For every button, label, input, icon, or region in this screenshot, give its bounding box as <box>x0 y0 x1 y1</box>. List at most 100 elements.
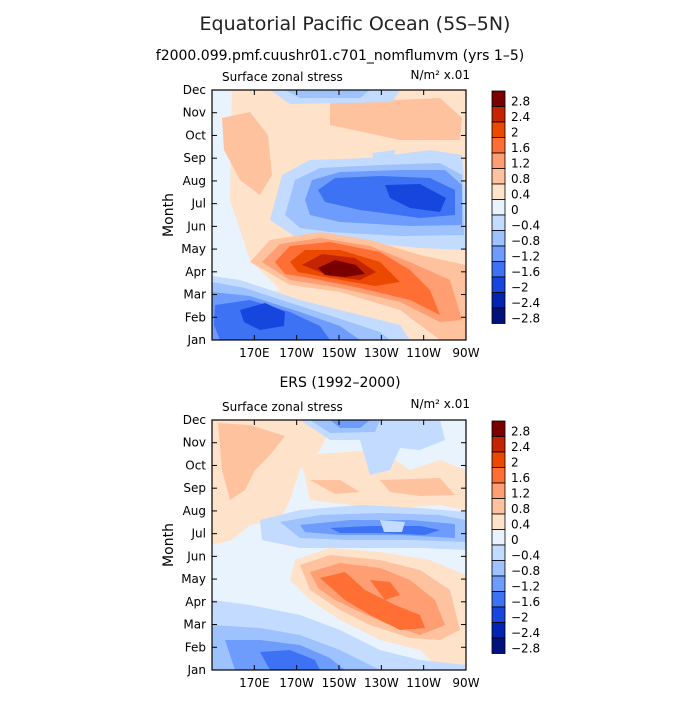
bottom-y-tick-label: Jun <box>186 549 206 563</box>
top-x-tick-label: 150W <box>322 346 357 360</box>
top-y-tick-label: May <box>181 242 206 256</box>
top-x-tick-label: 170W <box>279 346 314 360</box>
bottom-colorbar-label: 1.2 <box>511 487 530 501</box>
top-subtitle: f2000.099.pmf.cuushr01.c701_nomflumvm (y… <box>156 48 524 64</box>
top-colorbar-label: −2.8 <box>511 312 540 326</box>
bottom-colorbar-swatch <box>492 421 505 437</box>
bottom-y-tick-label: Oct <box>185 458 206 472</box>
top-colorbar-swatch <box>492 107 505 123</box>
top-contour-field <box>212 90 466 340</box>
top-colorbar-swatch <box>492 200 505 216</box>
top-y-tick-label: Apr <box>185 265 206 279</box>
top-y-tick-label: Feb <box>185 310 206 324</box>
top-x-tick-label: 170E <box>239 346 270 360</box>
top-colorbar-label: −0.4 <box>511 219 540 233</box>
top-units-label: N/m² x.01 <box>410 68 470 82</box>
top-colorbar-label: −1.2 <box>511 250 540 264</box>
bottom-colorbar: 2.82.421.61.20.80.40−0.4−0.8−1.2−1.6−2−2… <box>492 421 540 656</box>
top-colorbar-label: 2 <box>511 126 519 140</box>
top-colorbar-label: 1.6 <box>511 141 530 155</box>
bottom-colorbar-swatch <box>492 514 505 530</box>
bottom-colorbar-label: 1.6 <box>511 471 530 485</box>
top-variable-label: Surface zonal stress <box>222 70 343 84</box>
bottom-x-tick-label: 150W <box>322 676 357 690</box>
bottom-colorbar-label: −2.4 <box>511 626 540 640</box>
top-colorbar-swatch <box>492 138 505 154</box>
bottom-y-tick-label: Jul <box>191 527 206 541</box>
top-y-tick-label: Dec <box>183 83 206 97</box>
top-y-tick-label: Jul <box>191 197 206 211</box>
top-x-tick-label: 130W <box>364 346 399 360</box>
bottom-colorbar-label: −0.4 <box>511 549 540 563</box>
top-colorbar-label: 0.8 <box>511 172 530 186</box>
bottom-colorbar-label: 2.8 <box>511 425 530 439</box>
top-colorbar-swatch <box>492 153 505 169</box>
bottom-colorbar-label: 2.4 <box>511 440 530 454</box>
bottom-colorbar-swatch <box>492 452 505 468</box>
top-colorbar-label: −2.4 <box>511 296 540 310</box>
bottom-y-axis-label: Month <box>161 523 177 567</box>
top-colorbar-label: 0.4 <box>511 188 530 202</box>
top-colorbar: 2.82.421.61.20.80.40−0.4−0.8−1.2−1.6−2−2… <box>492 91 540 326</box>
bottom-colorbar-swatch <box>492 592 505 608</box>
bottom-colorbar-label: −2 <box>511 611 529 625</box>
bottom-colorbar-label: 0.4 <box>511 518 530 532</box>
bottom-x-tick-label: 170W <box>279 676 314 690</box>
top-y-tick-label: Nov <box>183 106 206 120</box>
bottom-y-tick-label: Apr <box>185 595 206 609</box>
bottom-y-tick-label: Nov <box>183 436 206 450</box>
bottom-y-tick-label: Jan <box>187 663 207 677</box>
top-colorbar-swatch <box>492 122 505 138</box>
bottom-colorbar-swatch <box>492 576 505 592</box>
bottom-y-tick-label: Dec <box>183 413 206 427</box>
bottom-colorbar-swatch <box>492 468 505 484</box>
top-colorbar-swatch <box>492 184 505 200</box>
figure-title: Equatorial Pacific Ocean (5S–5N) <box>200 13 511 35</box>
top-colorbar-swatch <box>492 231 505 247</box>
top-y-tick-label: Jan <box>187 333 207 347</box>
top-panel: f2000.099.pmf.cuushr01.c701_nomflumvm (y… <box>156 48 540 360</box>
top-y-tick-label: Sep <box>183 151 206 165</box>
bottom-contour-field <box>212 420 466 670</box>
bottom-y-tick-label: May <box>181 572 206 586</box>
bottom-x-tick-label: 170E <box>239 676 270 690</box>
bottom-y-tick-label: Aug <box>183 504 206 518</box>
bottom-y-tick-label: Sep <box>183 481 206 495</box>
top-colorbar-swatch <box>492 215 505 231</box>
bottom-panel: ERS (1992–2000) Surface zonal stress N/m… <box>161 375 540 690</box>
bottom-colorbar-label: −2.8 <box>511 642 540 656</box>
bottom-x-tick-label: 90W <box>452 676 479 690</box>
bottom-colorbar-swatch <box>492 499 505 515</box>
bottom-colorbar-label: −0.8 <box>511 564 540 578</box>
top-colorbar-label: −1.6 <box>511 265 540 279</box>
top-colorbar-label: −0.8 <box>511 234 540 248</box>
bottom-colorbar-swatch <box>492 623 505 639</box>
bottom-subtitle: ERS (1992–2000) <box>279 375 400 391</box>
top-y-tick-label: Mar <box>183 288 206 302</box>
top-colorbar-swatch <box>492 308 505 324</box>
top-colorbar-swatch <box>492 169 505 185</box>
bottom-x-tick-label: 110W <box>406 676 441 690</box>
top-y-tick-label: Jun <box>186 219 206 233</box>
bottom-region-neg-jul-east <box>380 520 405 532</box>
bottom-x-tick-label: 130W <box>364 676 399 690</box>
bottom-colorbar-swatch <box>492 437 505 453</box>
bottom-variable-label: Surface zonal stress <box>222 400 343 414</box>
bottom-y-tick-label: Mar <box>183 618 206 632</box>
top-y-axis-label: Month <box>161 193 177 237</box>
top-colorbar-swatch <box>492 262 505 278</box>
bottom-colorbar-swatch <box>492 638 505 654</box>
bottom-colorbar-label: 0.8 <box>511 502 530 516</box>
top-colorbar-label: −2 <box>511 281 529 295</box>
figure: Equatorial Pacific Ocean (5S–5N) f2000.0… <box>0 0 700 700</box>
bottom-colorbar-label: 0 <box>511 533 519 547</box>
top-y-tick-label: Oct <box>185 128 206 142</box>
top-colorbar-swatch <box>492 277 505 293</box>
top-colorbar-swatch <box>492 246 505 262</box>
bottom-colorbar-label: 2 <box>511 456 519 470</box>
top-y-tick-label: Aug <box>183 174 206 188</box>
top-colorbar-swatch <box>492 91 505 107</box>
bottom-colorbar-swatch <box>492 607 505 623</box>
bottom-y-tick-label: Feb <box>185 640 206 654</box>
bottom-colorbar-swatch <box>492 545 505 561</box>
